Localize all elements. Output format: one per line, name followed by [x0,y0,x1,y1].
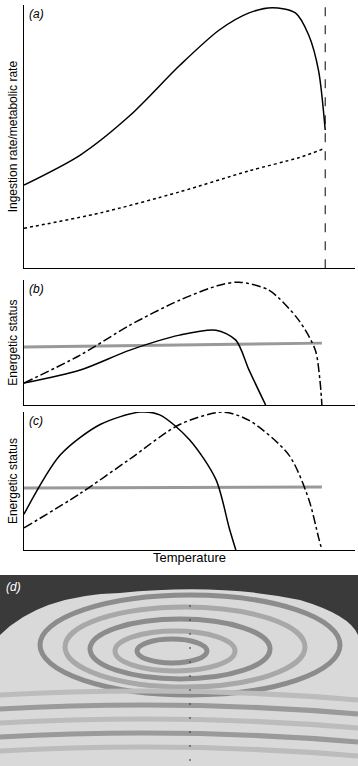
svg-text:(b): (b) [29,282,44,296]
svg-text:Energetic status: Energetic status [6,300,20,386]
svg-text:(a): (a) [29,7,44,21]
svg-text:Ingestion rate/metabolic rate: Ingestion rate/metabolic rate [6,61,20,213]
svg-text:(d): (d) [6,580,21,594]
svg-text:Energetic status: Energetic status [6,438,20,524]
svg-text:(c): (c) [29,414,43,428]
svg-text:Temperature: Temperature [153,550,226,565]
